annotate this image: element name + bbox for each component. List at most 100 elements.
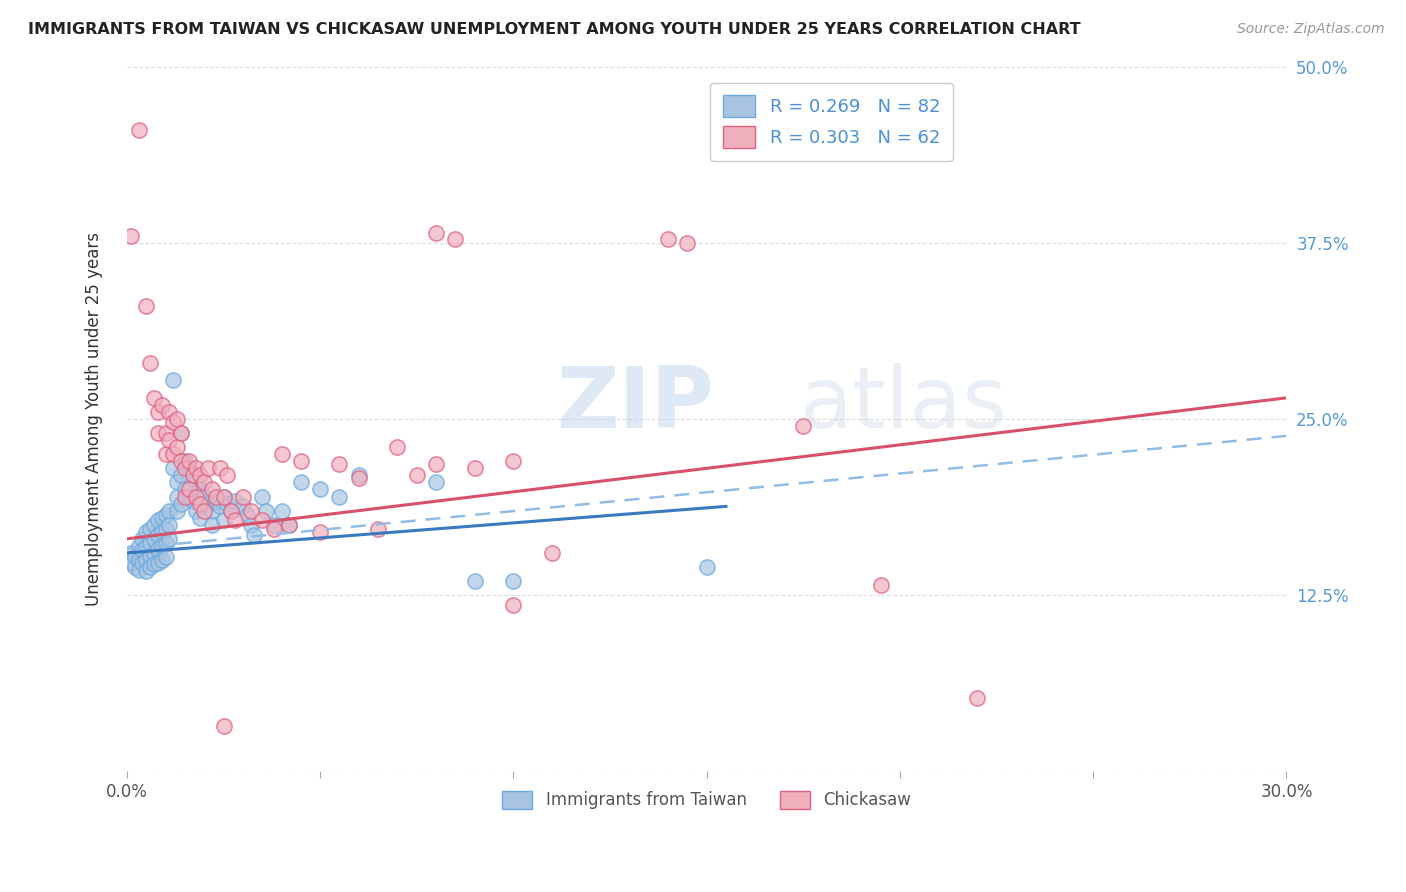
Point bbox=[177, 490, 200, 504]
Point bbox=[208, 500, 231, 514]
Text: atlas: atlas bbox=[800, 363, 1008, 446]
Point bbox=[150, 524, 173, 539]
Point bbox=[162, 372, 184, 386]
Point bbox=[197, 461, 219, 475]
Point bbox=[146, 556, 169, 570]
Point bbox=[869, 578, 891, 592]
Point bbox=[186, 503, 208, 517]
Point bbox=[541, 546, 564, 560]
Point bbox=[128, 123, 150, 137]
Point bbox=[139, 522, 162, 536]
Point bbox=[201, 503, 224, 517]
Point bbox=[166, 475, 188, 490]
Point bbox=[425, 457, 447, 471]
Point bbox=[254, 503, 277, 517]
Point bbox=[201, 517, 224, 532]
Point bbox=[150, 553, 173, 567]
Point bbox=[208, 461, 231, 475]
Point bbox=[232, 500, 254, 514]
Point bbox=[502, 454, 524, 468]
Point bbox=[444, 231, 467, 245]
Point bbox=[239, 503, 262, 517]
Point bbox=[135, 564, 157, 578]
Point bbox=[502, 574, 524, 588]
Point bbox=[150, 510, 173, 524]
Text: ZIP: ZIP bbox=[555, 363, 714, 446]
Point bbox=[166, 503, 188, 517]
Point bbox=[128, 553, 150, 567]
Point bbox=[197, 497, 219, 511]
Point bbox=[243, 527, 266, 541]
Point bbox=[135, 299, 157, 313]
Point bbox=[155, 426, 177, 441]
Point bbox=[170, 426, 193, 441]
Point bbox=[120, 546, 142, 560]
Point bbox=[676, 235, 699, 250]
Point bbox=[139, 536, 162, 550]
Point bbox=[146, 513, 169, 527]
Point bbox=[159, 405, 181, 419]
Point bbox=[212, 513, 235, 527]
Point bbox=[128, 539, 150, 553]
Point bbox=[224, 493, 246, 508]
Point bbox=[270, 447, 292, 461]
Point bbox=[143, 517, 166, 532]
Point bbox=[425, 226, 447, 240]
Point bbox=[155, 522, 177, 536]
Point bbox=[124, 550, 146, 565]
Point bbox=[309, 524, 332, 539]
Point bbox=[219, 503, 242, 517]
Point bbox=[143, 532, 166, 546]
Point bbox=[193, 490, 215, 504]
Point bbox=[166, 412, 188, 426]
Point bbox=[188, 510, 211, 524]
Point bbox=[239, 517, 262, 532]
Point bbox=[657, 231, 679, 245]
Point bbox=[193, 503, 215, 517]
Point bbox=[159, 433, 181, 447]
Point bbox=[174, 461, 197, 475]
Point bbox=[792, 419, 814, 434]
Point bbox=[170, 454, 193, 468]
Point bbox=[131, 532, 153, 546]
Point bbox=[159, 517, 181, 532]
Point bbox=[131, 556, 153, 570]
Point bbox=[131, 543, 153, 558]
Point bbox=[155, 550, 177, 565]
Point bbox=[188, 497, 211, 511]
Point bbox=[217, 497, 239, 511]
Point bbox=[174, 483, 197, 497]
Point bbox=[139, 356, 162, 370]
Point bbox=[204, 493, 226, 508]
Point bbox=[212, 719, 235, 733]
Point bbox=[270, 503, 292, 517]
Point bbox=[135, 539, 157, 553]
Point bbox=[186, 490, 208, 504]
Point bbox=[166, 440, 188, 454]
Point bbox=[278, 517, 301, 532]
Point bbox=[219, 503, 242, 517]
Point bbox=[186, 461, 208, 475]
Point bbox=[150, 398, 173, 412]
Point bbox=[290, 475, 312, 490]
Point bbox=[159, 503, 181, 517]
Point bbox=[204, 490, 226, 504]
Point bbox=[159, 532, 181, 546]
Point bbox=[146, 541, 169, 556]
Point bbox=[120, 228, 142, 243]
Point bbox=[309, 483, 332, 497]
Point bbox=[224, 513, 246, 527]
Point bbox=[170, 497, 193, 511]
Point bbox=[966, 691, 988, 706]
Point bbox=[387, 440, 409, 454]
Point bbox=[464, 574, 486, 588]
Point bbox=[188, 483, 211, 497]
Point bbox=[263, 522, 285, 536]
Point bbox=[135, 553, 157, 567]
Point bbox=[128, 563, 150, 577]
Point bbox=[143, 557, 166, 571]
Point bbox=[263, 517, 285, 532]
Point bbox=[155, 447, 177, 461]
Point bbox=[143, 391, 166, 405]
Point bbox=[217, 468, 239, 483]
